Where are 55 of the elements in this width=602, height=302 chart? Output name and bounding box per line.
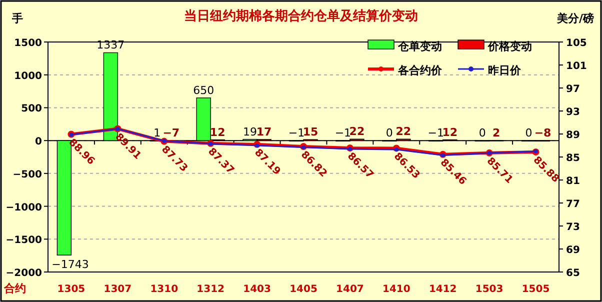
y-tick-label: −2000 bbox=[6, 268, 42, 279]
data-label: −7 bbox=[162, 126, 180, 140]
legend-label: 各合约价 bbox=[397, 64, 443, 77]
y2-tick-label: 97 bbox=[566, 84, 580, 95]
data-label: 12 bbox=[210, 126, 226, 139]
y2-tick-label: 101 bbox=[566, 61, 587, 72]
y2-tick-label: 105 bbox=[566, 38, 587, 49]
y2-tick-label: 73 bbox=[566, 222, 580, 233]
y2-tick-label: 65 bbox=[566, 268, 580, 279]
y2-tick-label: 85 bbox=[566, 153, 580, 164]
data-label: 22 bbox=[396, 125, 412, 138]
data-label: −1 bbox=[428, 126, 444, 140]
data-label: −1 bbox=[334, 126, 352, 140]
y2-tick-label: 81 bbox=[566, 176, 580, 187]
data-label: 17 bbox=[256, 125, 272, 138]
data-label: −1 bbox=[288, 126, 305, 140]
y-tick-label: 0 bbox=[35, 136, 42, 148]
x-tick-label: 1305 bbox=[57, 284, 86, 295]
x-tick-label: 1405 bbox=[290, 284, 318, 295]
data-label: −8 bbox=[534, 126, 552, 140]
y2-tick-label: 89 bbox=[566, 130, 580, 141]
data-label: 15 bbox=[302, 126, 318, 139]
x-tick-label: 1312 bbox=[196, 284, 225, 295]
data-label: 0 bbox=[525, 126, 532, 140]
y-tick-label: −1500 bbox=[6, 235, 42, 246]
y-axis-title: 手 bbox=[11, 12, 23, 25]
x-tick-label: 1503 bbox=[475, 284, 504, 295]
data-label: 22 bbox=[349, 125, 365, 138]
y-tick-label: −500 bbox=[12, 169, 42, 180]
x-tick-label: 1403 bbox=[243, 284, 271, 295]
data-label: 1 bbox=[154, 126, 161, 140]
x-tick-label: 1410 bbox=[382, 284, 410, 295]
y2-axis-title: 美分/磅 bbox=[556, 12, 594, 25]
chart-title: 当日纽约期棉各期合约仓单及结算价变动 bbox=[184, 8, 418, 24]
data-label: 19 bbox=[243, 125, 258, 138]
y-tick-label: 1500 bbox=[14, 38, 42, 49]
y2-tick-label: 93 bbox=[566, 107, 580, 118]
data-label: 650 bbox=[193, 84, 214, 97]
y2-tick-label: 77 bbox=[566, 199, 580, 210]
data-label: 0 bbox=[386, 126, 393, 140]
x-tick-label: 1407 bbox=[336, 284, 364, 295]
legend-label: 昨日价 bbox=[488, 64, 522, 77]
data-label: 0 bbox=[478, 126, 486, 140]
y2-tick-label: 69 bbox=[566, 245, 580, 256]
y-tick-label: −1000 bbox=[6, 202, 42, 214]
x-tick-label: 1412 bbox=[428, 284, 457, 295]
data-label: 2 bbox=[492, 126, 500, 140]
y-tick-label: 500 bbox=[21, 104, 42, 115]
data-label: 12 bbox=[442, 126, 458, 139]
x-tick-label: 1307 bbox=[104, 284, 132, 295]
data-label: −1743 bbox=[52, 258, 89, 272]
x-tick-label: 1310 bbox=[150, 284, 178, 295]
y-tick-label: 1000 bbox=[14, 70, 42, 82]
x-tick-label: 1505 bbox=[522, 284, 550, 295]
x-axis-title: 合约 bbox=[3, 282, 26, 295]
